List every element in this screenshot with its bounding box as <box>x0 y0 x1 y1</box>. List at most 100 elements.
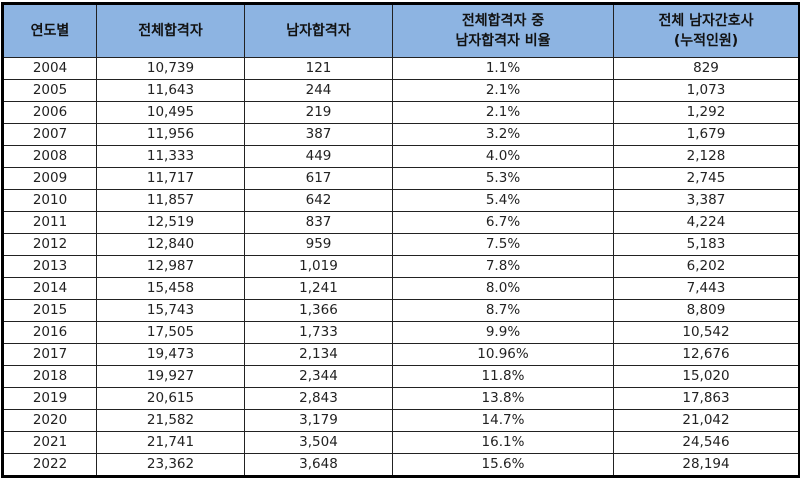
cell-total-passers: 21,582 <box>96 409 245 432</box>
cell-total-passers: 11,717 <box>96 167 245 190</box>
table-row: 2022 23,362 3,648 15.6% 28,194 <box>2 453 800 477</box>
cell-year: 2009 <box>2 167 97 190</box>
cell-male-ratio: 3.2% <box>392 123 614 146</box>
cell-total-passers: 10,739 <box>96 57 245 80</box>
cell-total-passers: 10,495 <box>96 101 245 124</box>
cell-year: 2004 <box>2 57 97 80</box>
table-row: 2005 11,643 244 2.1% 1,073 <box>2 79 800 102</box>
cell-cumulative-male-nurses: 3,387 <box>613 189 800 212</box>
cell-male-ratio: 7.5% <box>392 233 614 256</box>
cell-male-passers: 617 <box>244 167 393 190</box>
cell-year: 2019 <box>2 387 97 410</box>
cell-male-passers: 2,344 <box>244 365 393 388</box>
cell-cumulative-male-nurses: 8,809 <box>613 299 800 322</box>
table-row: 2018 19,927 2,344 11.8% 15,020 <box>2 365 800 388</box>
cell-male-ratio: 8.0% <box>392 277 614 300</box>
cell-male-passers: 387 <box>244 123 393 146</box>
table-row: 2013 12,987 1,019 7.8% 6,202 <box>2 255 800 278</box>
cell-year: 2008 <box>2 145 97 168</box>
cell-cumulative-male-nurses: 6,202 <box>613 255 800 278</box>
cell-male-ratio: 13.8% <box>392 387 614 410</box>
table-row: 2020 21,582 3,179 14.7% 21,042 <box>2 409 800 432</box>
header-row: 연도별 전체합격자 남자합격자 전체합격자 중 남자합격자 비율 전체 남자간호… <box>2 3 800 58</box>
cell-cumulative-male-nurses: 15,020 <box>613 365 800 388</box>
cell-cumulative-male-nurses: 1,073 <box>613 79 800 102</box>
cell-total-passers: 20,615 <box>96 387 245 410</box>
table-row: 2019 20,615 2,843 13.8% 17,863 <box>2 387 800 410</box>
cell-male-ratio: 4.0% <box>392 145 614 168</box>
cell-male-passers: 1,241 <box>244 277 393 300</box>
header-male-passers: 남자합격자 <box>244 3 393 58</box>
cell-cumulative-male-nurses: 5,183 <box>613 233 800 256</box>
table-row: 2021 21,741 3,504 16.1% 24,546 <box>2 431 800 454</box>
cell-total-passers: 15,458 <box>96 277 245 300</box>
cell-male-passers: 121 <box>244 57 393 80</box>
table-row: 2012 12,840 959 7.5% 5,183 <box>2 233 800 256</box>
table-row: 2009 11,717 617 5.3% 2,745 <box>2 167 800 190</box>
cell-male-passers: 642 <box>244 189 393 212</box>
cell-total-passers: 19,473 <box>96 343 245 366</box>
cell-male-passers: 3,179 <box>244 409 393 432</box>
cell-total-passers: 23,362 <box>96 453 245 477</box>
cell-male-passers: 2,134 <box>244 343 393 366</box>
cell-male-passers: 3,504 <box>244 431 393 454</box>
cell-year: 2021 <box>2 431 97 454</box>
cell-male-ratio: 5.3% <box>392 167 614 190</box>
cell-male-ratio: 2.1% <box>392 79 614 102</box>
cell-male-ratio: 1.1% <box>392 57 614 80</box>
table-row: 2006 10,495 219 2.1% 1,292 <box>2 101 800 124</box>
cell-male-ratio: 5.4% <box>392 189 614 212</box>
cell-male-passers: 219 <box>244 101 393 124</box>
cell-year: 2006 <box>2 101 97 124</box>
cell-year: 2016 <box>2 321 97 344</box>
cell-male-ratio: 6.7% <box>392 211 614 234</box>
table-row: 2011 12,519 837 6.7% 4,224 <box>2 211 800 234</box>
header-total-passers: 전체합격자 <box>96 3 245 58</box>
table-row: 2016 17,505 1,733 9.9% 10,542 <box>2 321 800 344</box>
table-row: 2004 10,739 121 1.1% 829 <box>2 57 800 80</box>
cell-total-passers: 15,743 <box>96 299 245 322</box>
cell-cumulative-male-nurses: 12,676 <box>613 343 800 366</box>
table-row: 2017 19,473 2,134 10.96% 12,676 <box>2 343 800 366</box>
cell-year: 2007 <box>2 123 97 146</box>
cell-male-ratio: 9.9% <box>392 321 614 344</box>
cell-total-passers: 11,857 <box>96 189 245 212</box>
cell-cumulative-male-nurses: 1,292 <box>613 101 800 124</box>
cell-male-passers: 2,843 <box>244 387 393 410</box>
cell-year: 2015 <box>2 299 97 322</box>
table-body: 2004 10,739 121 1.1% 829 2005 11,643 244 2.1% 1,0… <box>2 57 800 477</box>
cell-male-passers: 1,733 <box>244 321 393 344</box>
cell-cumulative-male-nurses: 10,542 <box>613 321 800 344</box>
header-male-ratio: 전체합격자 중 남자합격자 비율 <box>392 3 614 58</box>
table-row: 2007 11,956 387 3.2% 1,679 <box>2 123 800 146</box>
cell-male-ratio: 15.6% <box>392 453 614 477</box>
cell-male-passers: 244 <box>244 79 393 102</box>
cell-cumulative-male-nurses: 1,679 <box>613 123 800 146</box>
cell-total-passers: 21,741 <box>96 431 245 454</box>
cell-total-passers: 19,927 <box>96 365 245 388</box>
cell-year: 2022 <box>2 453 97 477</box>
cell-total-passers: 12,987 <box>96 255 245 278</box>
header-year: 연도별 <box>2 3 97 58</box>
cell-male-ratio: 7.8% <box>392 255 614 278</box>
cell-total-passers: 11,333 <box>96 145 245 168</box>
cell-year: 2010 <box>2 189 97 212</box>
cell-year: 2020 <box>2 409 97 432</box>
cell-year: 2013 <box>2 255 97 278</box>
cell-cumulative-male-nurses: 28,194 <box>613 453 800 477</box>
cell-cumulative-male-nurses: 21,042 <box>613 409 800 432</box>
cell-year: 2005 <box>2 79 97 102</box>
cell-year: 2012 <box>2 233 97 256</box>
cell-cumulative-male-nurses: 2,128 <box>613 145 800 168</box>
cell-male-ratio: 2.1% <box>392 101 614 124</box>
cell-year: 2011 <box>2 211 97 234</box>
cell-male-passers: 449 <box>244 145 393 168</box>
cell-male-passers: 1,019 <box>244 255 393 278</box>
cell-cumulative-male-nurses: 829 <box>613 57 800 80</box>
cell-male-passers: 959 <box>244 233 393 256</box>
cell-male-passers: 3,648 <box>244 453 393 477</box>
cell-year: 2018 <box>2 365 97 388</box>
cell-male-passers: 1,366 <box>244 299 393 322</box>
